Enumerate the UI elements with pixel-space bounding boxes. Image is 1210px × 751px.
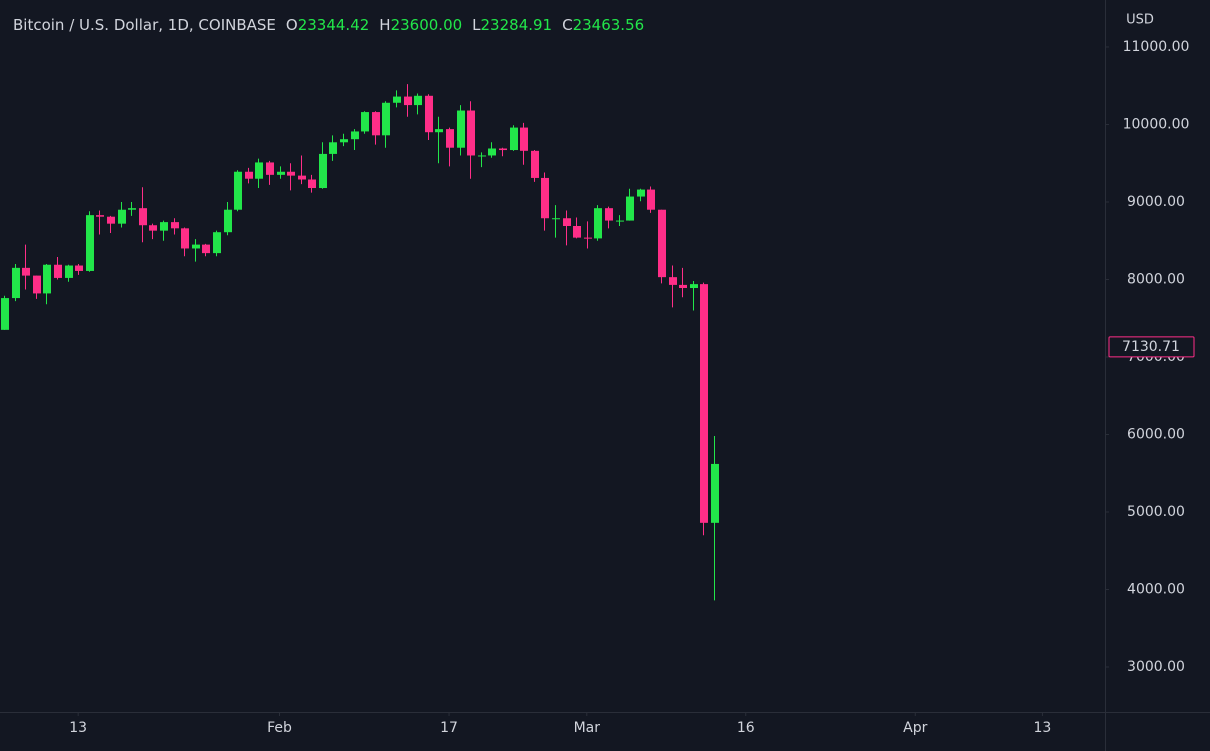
candle-body bbox=[626, 196, 634, 221]
candle-body bbox=[43, 264, 51, 294]
candle-body bbox=[181, 228, 189, 249]
candle-body bbox=[12, 267, 20, 299]
candle-body bbox=[234, 171, 242, 210]
ohlc-value: 23344.42 bbox=[298, 16, 370, 34]
candle-body bbox=[298, 175, 306, 180]
x-tick-label: 13 bbox=[69, 720, 87, 736]
candle-body bbox=[308, 179, 316, 189]
candle-body bbox=[255, 162, 263, 179]
candle-body bbox=[637, 189, 645, 197]
candle-body bbox=[329, 142, 337, 154]
candle-body bbox=[382, 102, 390, 136]
candle-body bbox=[467, 110, 475, 156]
y-tick-label: 6000.00 bbox=[1127, 426, 1185, 442]
y-tick-label: 11000.00 bbox=[1123, 39, 1190, 55]
candle-body bbox=[319, 153, 327, 189]
candle-body bbox=[361, 112, 369, 132]
candle-body bbox=[118, 209, 126, 224]
candle-body bbox=[414, 95, 422, 106]
candle-body bbox=[711, 463, 719, 523]
candle-body bbox=[149, 225, 157, 231]
candle-body bbox=[372, 112, 380, 136]
candle-body bbox=[425, 95, 433, 133]
x-tick-label: Mar bbox=[574, 720, 601, 736]
x-tick-label: Feb bbox=[267, 720, 292, 736]
candle-body bbox=[573, 225, 581, 238]
ohlc-value: 23600.00 bbox=[391, 16, 463, 34]
candle-body bbox=[128, 208, 136, 210]
candle-body bbox=[510, 127, 518, 151]
candle-body bbox=[690, 284, 698, 288]
y-tick-label: 5000.00 bbox=[1127, 504, 1185, 520]
ohlc-key: L bbox=[472, 16, 481, 34]
ohlc-value: 23463.56 bbox=[573, 16, 645, 34]
chart-header: Bitcoin / U.S. Dollar, 1D, COINBASE O2334… bbox=[13, 16, 644, 34]
candle-body bbox=[393, 96, 401, 103]
candle-body bbox=[700, 284, 708, 523]
candle-body bbox=[351, 131, 359, 140]
candle-body bbox=[605, 208, 613, 221]
y-tick-label: 9000.00 bbox=[1127, 194, 1185, 210]
x-tick-label: 16 bbox=[737, 720, 755, 736]
candle-body bbox=[658, 209, 666, 278]
y-axis-label: USD bbox=[1126, 13, 1154, 28]
candle-body bbox=[54, 264, 62, 278]
x-tick-label: 17 bbox=[440, 720, 458, 736]
candle-body bbox=[213, 232, 221, 254]
candle-body bbox=[488, 148, 496, 156]
ohlc-key: H bbox=[379, 16, 390, 34]
candle-body bbox=[96, 215, 104, 217]
candle-body bbox=[669, 277, 677, 285]
candle-body bbox=[520, 127, 528, 151]
candle-body bbox=[202, 244, 210, 254]
candle-body bbox=[552, 218, 560, 220]
candle-body bbox=[75, 265, 83, 271]
candle-body bbox=[160, 222, 168, 231]
ohlc-key: C bbox=[562, 16, 572, 34]
x-tick-label: Apr bbox=[903, 720, 927, 736]
y-tick-label: 10000.00 bbox=[1123, 116, 1190, 132]
ohlc-key: O bbox=[286, 16, 298, 34]
last-price-box bbox=[1108, 336, 1195, 358]
candle-body bbox=[584, 237, 592, 239]
candle-body bbox=[287, 171, 295, 176]
candle-body bbox=[139, 208, 147, 226]
candle-body bbox=[266, 162, 274, 175]
candle-body bbox=[86, 215, 94, 271]
candle-body bbox=[245, 171, 253, 179]
candle-body bbox=[478, 155, 486, 157]
candle-body bbox=[171, 222, 179, 229]
candle-body bbox=[65, 265, 73, 278]
candle-body bbox=[594, 208, 602, 239]
y-tick-label: 3000.00 bbox=[1127, 659, 1185, 675]
candle-body bbox=[499, 148, 507, 151]
y-tick-label: 8000.00 bbox=[1127, 271, 1185, 287]
candle-body bbox=[435, 129, 443, 133]
candle-body bbox=[457, 110, 465, 148]
candle-body bbox=[1, 298, 9, 330]
candle-body bbox=[107, 216, 115, 224]
candle-body bbox=[340, 139, 348, 143]
candle-body bbox=[192, 244, 200, 249]
candle-body bbox=[404, 96, 412, 106]
candle-body bbox=[224, 209, 232, 233]
candle-body bbox=[616, 220, 624, 222]
candle-body bbox=[679, 284, 687, 288]
candle-body bbox=[446, 129, 454, 148]
candles bbox=[1, 84, 719, 601]
candle-body bbox=[33, 275, 41, 294]
candle-body bbox=[541, 177, 549, 219]
candle-body bbox=[22, 267, 30, 276]
ohlc-value: 23284.91 bbox=[481, 16, 553, 34]
x-tick-label: 13 bbox=[1034, 720, 1052, 736]
candle-body bbox=[277, 171, 285, 175]
candle-body bbox=[531, 150, 539, 178]
last-price-label: 7130.71 bbox=[1122, 339, 1180, 355]
candle-body bbox=[647, 189, 655, 210]
y-tick-label: 4000.00 bbox=[1127, 581, 1185, 597]
chart-title: Bitcoin / U.S. Dollar, 1D, COINBASE bbox=[13, 16, 276, 34]
candle-body bbox=[563, 218, 571, 226]
